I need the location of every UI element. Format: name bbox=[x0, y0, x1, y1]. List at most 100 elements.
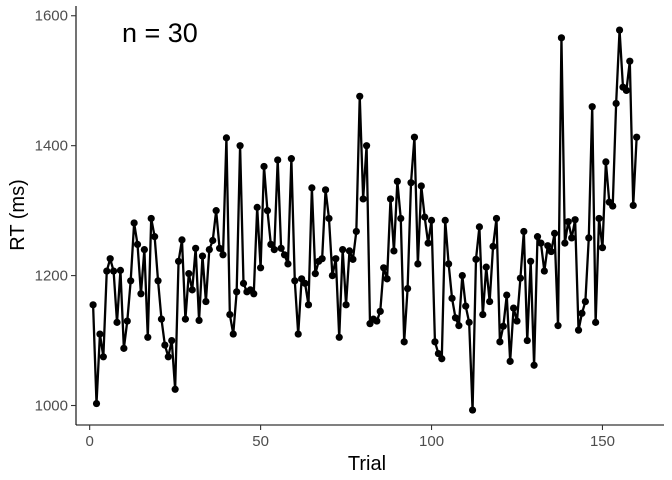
data-point bbox=[335, 333, 343, 341]
data-point bbox=[506, 357, 514, 365]
data-point bbox=[284, 260, 292, 268]
axes bbox=[75, 6, 664, 426]
data-point bbox=[571, 216, 579, 224]
data-point bbox=[263, 207, 272, 215]
series-line bbox=[91, 28, 638, 412]
data-point bbox=[257, 264, 265, 272]
data-point bbox=[537, 239, 545, 247]
data-point bbox=[321, 186, 330, 194]
data-point bbox=[151, 233, 159, 241]
data-point bbox=[509, 304, 518, 312]
data-point bbox=[185, 270, 193, 278]
data-point bbox=[304, 301, 313, 309]
x-tick-label: 50 bbox=[252, 433, 269, 450]
data-point bbox=[342, 301, 350, 309]
data-point bbox=[103, 267, 111, 275]
data-point bbox=[270, 246, 278, 254]
data-point bbox=[475, 223, 483, 231]
data-point bbox=[533, 233, 542, 241]
data-point bbox=[458, 271, 466, 280]
data-point bbox=[164, 353, 172, 361]
data-point bbox=[568, 234, 576, 242]
data-point bbox=[612, 99, 620, 108]
data-point bbox=[205, 246, 213, 254]
data-series bbox=[89, 26, 641, 414]
data-point bbox=[482, 263, 490, 271]
data-point bbox=[557, 34, 566, 42]
data-point bbox=[301, 279, 309, 287]
y-tick-label: 1400 bbox=[35, 138, 68, 155]
data-point bbox=[198, 252, 207, 260]
data-point bbox=[448, 294, 456, 302]
axis-ticks: 0 50 100 150 1000 1200 1400 1600 bbox=[35, 8, 615, 450]
data-point bbox=[168, 336, 176, 345]
data-point bbox=[383, 275, 391, 283]
data-point bbox=[520, 227, 528, 236]
data-point bbox=[277, 244, 285, 252]
data-point bbox=[390, 247, 398, 255]
data-point bbox=[544, 242, 552, 250]
data-point bbox=[89, 301, 97, 309]
data-point bbox=[421, 213, 429, 221]
data-point bbox=[441, 216, 449, 224]
data-point bbox=[598, 244, 607, 252]
data-point bbox=[359, 195, 367, 203]
data-point bbox=[99, 353, 107, 361]
data-point bbox=[308, 184, 316, 192]
sample-size-annotation: n = 30 bbox=[122, 18, 198, 48]
data-point bbox=[222, 134, 231, 142]
data-point bbox=[352, 227, 360, 236]
data-point bbox=[455, 322, 463, 330]
data-point bbox=[472, 255, 480, 263]
data-point bbox=[585, 234, 593, 242]
data-point bbox=[195, 316, 203, 325]
data-point bbox=[209, 236, 217, 245]
data-point bbox=[465, 318, 473, 326]
data-point bbox=[530, 361, 538, 369]
data-point bbox=[602, 158, 610, 166]
data-point bbox=[171, 385, 179, 393]
data-point bbox=[140, 246, 148, 254]
data-point bbox=[233, 288, 241, 296]
data-point bbox=[311, 270, 319, 278]
data-point bbox=[106, 255, 114, 263]
data-point bbox=[192, 244, 200, 252]
data-point bbox=[161, 341, 169, 349]
data-point bbox=[595, 214, 603, 223]
data-point bbox=[489, 242, 497, 250]
data-point bbox=[615, 26, 624, 34]
data-point bbox=[445, 260, 453, 268]
y-tick-label: 1000 bbox=[35, 398, 68, 415]
data-point bbox=[516, 274, 525, 282]
x-tick-label: 100 bbox=[419, 433, 444, 450]
x-axis-title: Trial bbox=[348, 453, 386, 475]
data-point bbox=[274, 156, 282, 164]
data-point bbox=[499, 322, 507, 330]
data-point bbox=[239, 279, 248, 287]
data-point bbox=[181, 315, 189, 323]
data-point bbox=[564, 218, 572, 226]
data-point bbox=[280, 251, 289, 259]
data-point bbox=[424, 239, 432, 247]
data-point bbox=[294, 330, 302, 338]
data-point bbox=[581, 297, 589, 306]
data-point bbox=[120, 344, 128, 352]
data-point bbox=[147, 214, 155, 223]
data-point bbox=[496, 338, 504, 346]
data-point bbox=[212, 207, 220, 215]
data-point bbox=[626, 57, 634, 65]
data-point bbox=[373, 317, 381, 325]
data-point bbox=[547, 247, 555, 256]
data-point bbox=[386, 195, 395, 203]
data-point bbox=[540, 267, 548, 275]
data-point bbox=[291, 277, 299, 285]
data-point bbox=[250, 290, 258, 298]
data-point bbox=[554, 322, 562, 330]
data-point bbox=[116, 266, 125, 274]
y-tick-label: 1600 bbox=[35, 8, 68, 25]
data-point bbox=[287, 155, 295, 163]
data-point bbox=[592, 318, 600, 326]
data-point bbox=[253, 203, 261, 211]
data-point bbox=[503, 291, 511, 299]
